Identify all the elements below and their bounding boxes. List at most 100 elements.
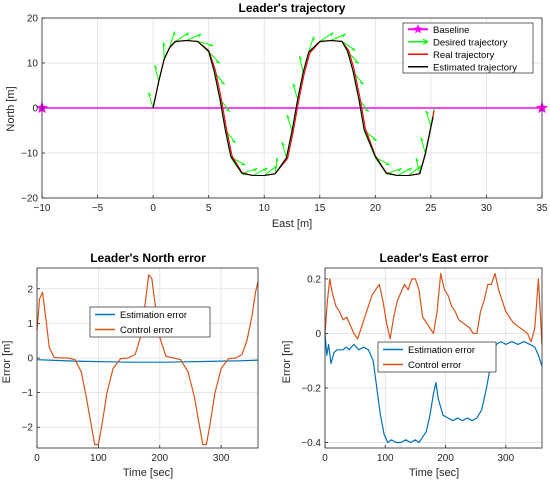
trajectory-x-tick-label: 0 — [150, 203, 156, 214]
trajectory-y-label: North [m] — [5, 86, 17, 131]
desired-trajectory-arrowhead — [154, 65, 158, 70]
trajectory-legend-label-1: Baseline — [433, 25, 469, 36]
north-error-plot-title: Leader's North error — [90, 251, 206, 265]
trajectory-legend-label-2: Desired trajectory — [433, 37, 508, 48]
desired-trajectory-arrow — [162, 42, 165, 59]
east-error-legend: Estimation error Control error — [377, 341, 497, 373]
north-error-x-tick-label: 300 — [213, 453, 230, 464]
east-error-x-tick-label: 200 — [437, 453, 454, 464]
desired-trajectory-arrow — [420, 137, 426, 154]
desired-trajectory-arrowhead — [220, 81, 225, 85]
desired-trajectory-arrowhead — [372, 138, 377, 142]
north-error-plot: Leader's North error Time [sec] Error [m… — [1, 251, 259, 479]
desired-trajectory-arrow — [274, 157, 278, 174]
desired-trajectory-arrow — [292, 83, 299, 100]
desired-trajectory-arrow — [175, 32, 189, 42]
desired-trajectory-arrowhead — [420, 137, 424, 142]
trajectory-x-tick-label: 5 — [206, 203, 212, 214]
north-error-y-tick-label: −1 — [22, 388, 34, 399]
desired-trajectory-arrow — [319, 32, 334, 42]
trajectory-x-tick-label: −5 — [92, 203, 104, 214]
east-error-series-line-2 — [324, 272, 543, 345]
desired-trajectory-arrowhead — [231, 140, 236, 144]
north-error-y-label: Error [m] — [1, 341, 13, 384]
east-error-legend-box — [377, 341, 497, 373]
trajectory-y-tick-label: −10 — [21, 149, 38, 160]
desired-trajectory-arrow — [308, 36, 315, 52]
desired-trajectory-arrowhead — [253, 168, 258, 172]
east-error-x-tick-label: 300 — [497, 453, 514, 464]
trajectory-y-tick-label: 20 — [27, 14, 39, 25]
desired-trajectory-arrow — [197, 40, 214, 46]
north-error-x-label: Time [sec] — [123, 467, 173, 479]
desired-trajectory-arrowhead — [148, 92, 152, 97]
desired-trajectory-arrow — [330, 33, 346, 41]
trajectory-y-tick-label: 0 — [32, 104, 38, 115]
desired-trajectory-arrowhead — [209, 44, 214, 47]
east-error-x-tick-label: 0 — [322, 453, 328, 464]
desired-trajectory-arrow — [298, 56, 304, 73]
desired-trajectory-arrow — [286, 115, 293, 131]
desired-trajectory-arrowhead — [418, 165, 422, 170]
desired-trajectory-arrowhead — [281, 141, 285, 146]
east-error-y-tick-label: 0 — [315, 329, 321, 340]
desired-trajectory-arrow — [252, 167, 268, 176]
desired-trajectory-arrowhead — [415, 157, 419, 162]
desired-trajectory-arrowhead — [292, 83, 296, 88]
desired-trajectory-arrow — [263, 165, 278, 176]
north-error-series-line-1 — [36, 359, 259, 363]
north-error-y-tick-label: −2 — [22, 423, 34, 434]
desired-trajectory-arrowhead — [398, 168, 402, 172]
trajectory-x-tick-label: 15 — [314, 203, 326, 214]
trajectory-legend-label-3: Real trajectory — [433, 50, 494, 61]
east-error-plot: Leader's East error Time [sec] Error [m]… — [281, 251, 543, 479]
east-error-x-label: Time [sec] — [409, 467, 459, 479]
desired-trajectory-arrow — [241, 167, 258, 175]
east-error-y-label: Error [m] — [281, 341, 293, 384]
north-error-y-tick-label: 2 — [27, 284, 33, 295]
desired-trajectory-arrowhead — [197, 33, 202, 38]
trajectory-plot: Leader's trajectory East [m] North [m] −… — [5, 1, 549, 230]
east-error-axes-frame — [324, 267, 543, 449]
desired-trajectory-arrow — [341, 40, 356, 51]
north-error-x-tick-label: 0 — [34, 453, 40, 464]
east-error-x-tick-label: 100 — [377, 453, 394, 464]
east-error-plot-title: Leader's East error — [380, 251, 489, 265]
east-error-y-tick-label: 0.2 — [307, 274, 321, 285]
east-error-y-tick-label: −0.4 — [301, 438, 321, 449]
trajectory-x-tick-label: 30 — [481, 203, 493, 214]
desired-trajectory-arrow — [208, 51, 221, 64]
desired-trajectory-arrowhead — [342, 33, 346, 38]
north-error-series-line-2 — [36, 274, 259, 446]
desired-trajectory-arrow — [397, 167, 412, 176]
north-error-legend: Estimation error Control error — [89, 306, 211, 338]
desired-trajectory-arrowhead — [162, 42, 166, 47]
trajectory-x-tick-label: 10 — [259, 203, 271, 214]
desired-trajectory-arrowhead — [330, 32, 334, 37]
desired-trajectory-arrowhead — [276, 157, 279, 162]
east-error-y-tick-label: −0.2 — [301, 384, 321, 395]
trajectory-legend-label-4: Estimated trajectory — [433, 62, 517, 73]
desired-trajectory-arrow — [281, 142, 287, 158]
trajectory-x-tick-label: 20 — [370, 203, 382, 214]
north-error-legend-label-2: Control error — [120, 325, 173, 336]
desired-trajectory-arrowhead — [359, 81, 364, 85]
legend-arrowhead-upper — [422, 38, 429, 43]
desired-trajectory-arrow — [186, 33, 202, 41]
desired-trajectory-arrow — [154, 65, 160, 82]
trajectory-legend-box — [402, 22, 534, 74]
desired-trajectory-arrowhead — [425, 110, 429, 115]
desired-trajectory-arrow — [415, 158, 421, 174]
desired-trajectory-arrowhead — [286, 115, 290, 119]
desired-trajectory-arrowhead — [364, 109, 369, 112]
trajectory-y-tick-label: 10 — [27, 59, 39, 70]
trajectory-x-label: East [m] — [272, 218, 312, 230]
desired-trajectory-arrow — [147, 92, 154, 109]
east-error-legend-label-1: Estimation error — [408, 345, 475, 356]
desired-trajectory-arrow — [425, 110, 432, 127]
trajectory-x-tick-label: 25 — [425, 203, 437, 214]
trajectory-x-tick-label: 35 — [536, 203, 548, 214]
legend-star-marker — [413, 24, 423, 34]
north-error-y-tick-label: 1 — [27, 319, 33, 330]
